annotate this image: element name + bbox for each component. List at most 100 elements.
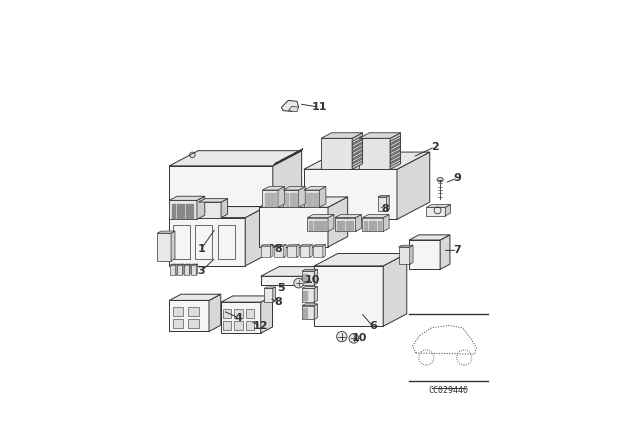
Polygon shape bbox=[426, 204, 451, 207]
Polygon shape bbox=[170, 301, 209, 332]
Text: 4: 4 bbox=[234, 313, 243, 323]
Text: 9: 9 bbox=[453, 173, 461, 183]
Polygon shape bbox=[274, 246, 284, 257]
Polygon shape bbox=[260, 267, 321, 276]
Bar bbox=[246, 309, 254, 318]
Text: 12: 12 bbox=[253, 321, 269, 331]
Bar bbox=[223, 321, 232, 330]
Polygon shape bbox=[304, 169, 397, 220]
Polygon shape bbox=[260, 246, 270, 257]
Polygon shape bbox=[170, 218, 245, 266]
Polygon shape bbox=[302, 287, 317, 289]
Bar bbox=[173, 307, 183, 316]
Polygon shape bbox=[314, 266, 383, 326]
Polygon shape bbox=[445, 204, 451, 216]
Bar bbox=[188, 319, 198, 328]
Bar bbox=[234, 309, 243, 318]
Polygon shape bbox=[182, 264, 184, 275]
Polygon shape bbox=[359, 133, 401, 138]
Polygon shape bbox=[300, 246, 310, 257]
Polygon shape bbox=[399, 247, 410, 264]
Polygon shape bbox=[310, 245, 312, 257]
Polygon shape bbox=[197, 196, 205, 220]
Polygon shape bbox=[259, 207, 328, 247]
Polygon shape bbox=[264, 287, 275, 289]
Polygon shape bbox=[274, 245, 286, 246]
Polygon shape bbox=[287, 246, 296, 257]
Polygon shape bbox=[284, 245, 286, 257]
Polygon shape bbox=[209, 294, 221, 332]
Circle shape bbox=[349, 333, 358, 343]
Polygon shape bbox=[283, 190, 299, 207]
Polygon shape bbox=[189, 264, 191, 275]
Polygon shape bbox=[397, 152, 430, 220]
Polygon shape bbox=[383, 254, 407, 326]
Polygon shape bbox=[302, 289, 314, 302]
Polygon shape bbox=[323, 245, 326, 257]
Bar bbox=[234, 321, 243, 330]
Polygon shape bbox=[221, 296, 273, 302]
Polygon shape bbox=[157, 233, 171, 261]
Polygon shape bbox=[313, 246, 323, 257]
Polygon shape bbox=[184, 265, 189, 275]
Polygon shape bbox=[245, 207, 266, 266]
Polygon shape bbox=[191, 265, 196, 275]
Polygon shape bbox=[170, 196, 205, 200]
Bar bbox=[173, 224, 190, 259]
Polygon shape bbox=[170, 166, 273, 206]
Polygon shape bbox=[273, 287, 275, 302]
Polygon shape bbox=[362, 215, 389, 218]
Polygon shape bbox=[221, 198, 228, 218]
Polygon shape bbox=[314, 304, 317, 319]
Polygon shape bbox=[198, 198, 228, 202]
Polygon shape bbox=[302, 269, 317, 271]
Polygon shape bbox=[260, 245, 273, 246]
Polygon shape bbox=[307, 215, 334, 218]
Polygon shape bbox=[399, 245, 413, 247]
Polygon shape bbox=[196, 264, 198, 275]
Polygon shape bbox=[282, 100, 299, 112]
Circle shape bbox=[337, 332, 347, 342]
Polygon shape bbox=[171, 231, 175, 261]
Polygon shape bbox=[352, 133, 363, 169]
Text: 2: 2 bbox=[431, 142, 439, 152]
Polygon shape bbox=[304, 152, 430, 169]
Polygon shape bbox=[170, 151, 301, 166]
Polygon shape bbox=[177, 265, 182, 275]
Bar bbox=[173, 319, 183, 328]
Polygon shape bbox=[221, 302, 260, 333]
Text: CC029440: CC029440 bbox=[429, 386, 468, 395]
Polygon shape bbox=[378, 197, 387, 211]
Polygon shape bbox=[270, 245, 273, 257]
Polygon shape bbox=[328, 197, 348, 247]
Polygon shape bbox=[198, 202, 221, 218]
Polygon shape bbox=[307, 218, 328, 232]
Polygon shape bbox=[302, 271, 314, 285]
Polygon shape bbox=[426, 207, 445, 216]
Polygon shape bbox=[273, 151, 301, 206]
Polygon shape bbox=[299, 186, 305, 207]
Bar bbox=[195, 224, 212, 259]
Text: 10: 10 bbox=[351, 333, 367, 343]
Polygon shape bbox=[409, 240, 440, 269]
Bar bbox=[218, 224, 235, 259]
Polygon shape bbox=[356, 215, 362, 232]
Polygon shape bbox=[313, 245, 326, 246]
Polygon shape bbox=[302, 306, 314, 319]
Polygon shape bbox=[262, 190, 278, 207]
Bar bbox=[188, 307, 198, 316]
Polygon shape bbox=[314, 269, 317, 285]
Polygon shape bbox=[319, 186, 326, 207]
Text: 7: 7 bbox=[454, 246, 461, 255]
Text: 8: 8 bbox=[274, 297, 282, 307]
Polygon shape bbox=[262, 186, 285, 190]
Polygon shape bbox=[260, 276, 302, 285]
Polygon shape bbox=[177, 264, 184, 265]
Polygon shape bbox=[296, 245, 300, 257]
Polygon shape bbox=[410, 245, 413, 264]
Text: 5: 5 bbox=[278, 283, 285, 293]
Polygon shape bbox=[321, 133, 363, 138]
Polygon shape bbox=[304, 186, 326, 190]
Text: 8: 8 bbox=[381, 204, 388, 214]
Polygon shape bbox=[390, 133, 401, 169]
